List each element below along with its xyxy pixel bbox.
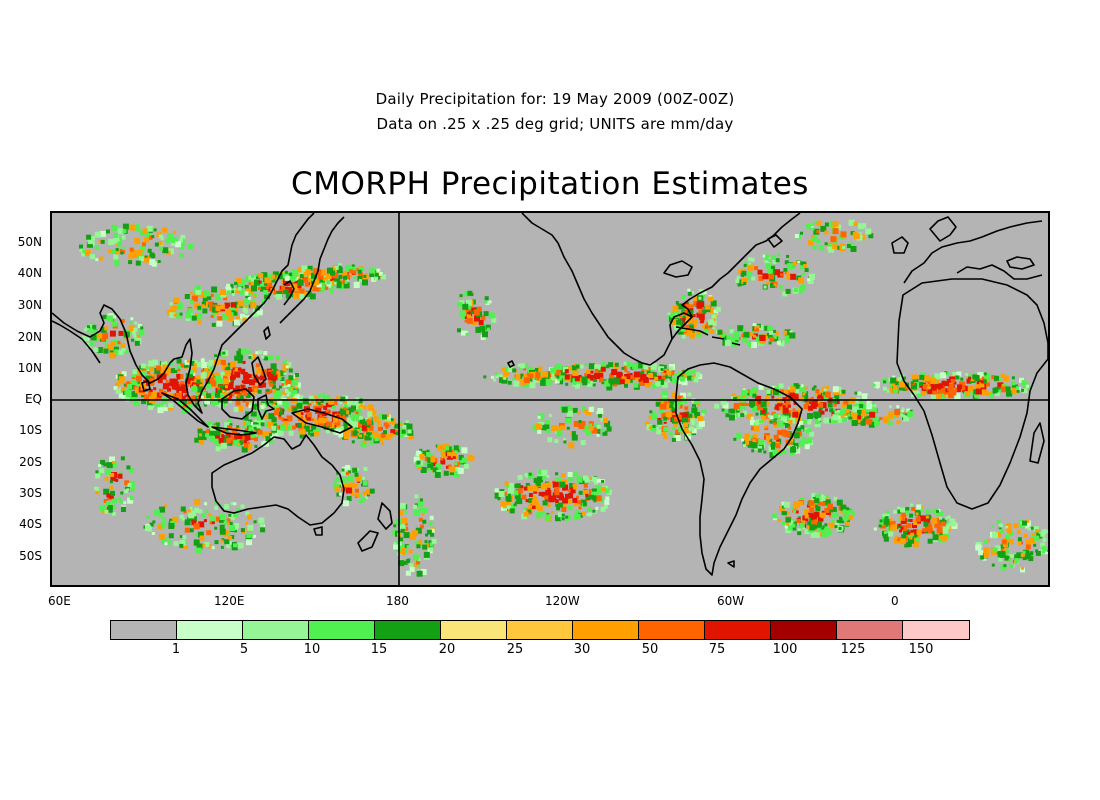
lon-label-120w: 120W (545, 594, 580, 608)
legend-swatch-11 (837, 621, 903, 639)
subtitle-grid-units: Data on .25 x .25 deg grid; UNITS are mm… (376, 115, 734, 133)
coastline-sulawesi (257, 394, 275, 420)
lat-label-10n: 10N (17, 361, 42, 375)
reference-lines (52, 213, 1048, 585)
legend-label-10: 10 (303, 642, 321, 657)
legend-swatch-8 (639, 621, 705, 639)
coastline-europe (891, 216, 1043, 284)
coastline-japan (279, 216, 345, 324)
legend-label-100: 100 (772, 642, 798, 657)
lon-label-60w: 60W (717, 594, 745, 608)
lat-label-40s: 40S (19, 517, 42, 531)
lon-label-60e: 60E (48, 594, 71, 608)
lon-label-0: 0 (891, 594, 899, 608)
legend-label-30: 30 (573, 642, 591, 657)
lat-label-50n: 50N (17, 235, 42, 249)
lat-label-40n: 40N (17, 266, 42, 280)
lat-label-20s: 20S (19, 455, 42, 469)
legend-label-25: 25 (506, 642, 524, 657)
coastline-florida-gulf (669, 312, 693, 340)
legend-swatch-10 (771, 621, 837, 639)
lat-label-10s: 10S (19, 423, 42, 437)
coastlines (52, 213, 1048, 576)
coastline-new-zealand (357, 502, 393, 552)
legend-label-125: 125 (840, 642, 866, 657)
legend-swatch-2 (243, 621, 309, 639)
coastline-black-sea (1006, 256, 1035, 270)
legend-swatch-7 (573, 621, 639, 639)
coastline-taiwan (263, 326, 271, 340)
coastline-sumatra (161, 392, 209, 428)
coastline-hawaii (507, 360, 515, 368)
coastline-madagascar (1029, 422, 1045, 464)
coastline-arabia (52, 320, 101, 364)
lon-label-120e: 120E (214, 594, 245, 608)
legend-label-5: 5 (239, 642, 249, 657)
coastline-caribbean (675, 326, 741, 346)
legend-swatch-6 (507, 621, 573, 639)
coastline-south-america (675, 362, 803, 576)
coastline-falklands (727, 560, 735, 568)
coastline-australia (211, 434, 345, 526)
coastline-korea (283, 280, 295, 306)
coastline-newfoundland (767, 234, 783, 248)
legend-swatch-4 (375, 621, 441, 639)
lat-label-20n: 20N (17, 330, 42, 344)
legend-swatch-5 (441, 621, 507, 639)
lat-label-eq: EQ (24, 392, 42, 406)
coastline-java (211, 426, 257, 436)
map-canvas (52, 213, 1048, 585)
legend-swatch-3 (309, 621, 375, 639)
lon-label-180: 180 (386, 594, 409, 608)
legend-label-150: 150 (908, 642, 934, 657)
legend-label-50: 50 (641, 642, 659, 657)
lat-label-30s: 30S (19, 486, 42, 500)
legend-label-15: 15 (370, 642, 388, 657)
legend-swatch-0 (111, 621, 177, 639)
legend-swatch-1 (177, 621, 243, 639)
map-title: CMORPH Precipitation Estimates (291, 166, 809, 202)
coastline-new-guinea (291, 408, 353, 434)
precipitation-field (79, 219, 1048, 577)
legend-label-1: 1 (171, 642, 181, 657)
legend-label-75: 75 (708, 642, 726, 657)
coastline-north-america (521, 213, 801, 366)
coastline-africa (896, 278, 1048, 510)
lat-label-50s: 50S (19, 549, 42, 563)
color-legend-bar (110, 620, 970, 640)
legend-swatch-9 (705, 621, 771, 639)
legend-label-20: 20 (438, 642, 456, 657)
coastline-borneo (221, 388, 255, 420)
coastline-philippines (251, 356, 267, 386)
lat-label-30n: 30N (17, 298, 42, 312)
legend-swatch-12 (903, 621, 969, 639)
coastline-sri-lanka (141, 380, 151, 392)
coastline-asia-south (52, 213, 315, 414)
subtitle-date: Daily Precipitation for: 19 May 2009 (00… (375, 90, 735, 108)
coastline-tasmania (313, 526, 323, 536)
precipitation-map (50, 211, 1050, 587)
